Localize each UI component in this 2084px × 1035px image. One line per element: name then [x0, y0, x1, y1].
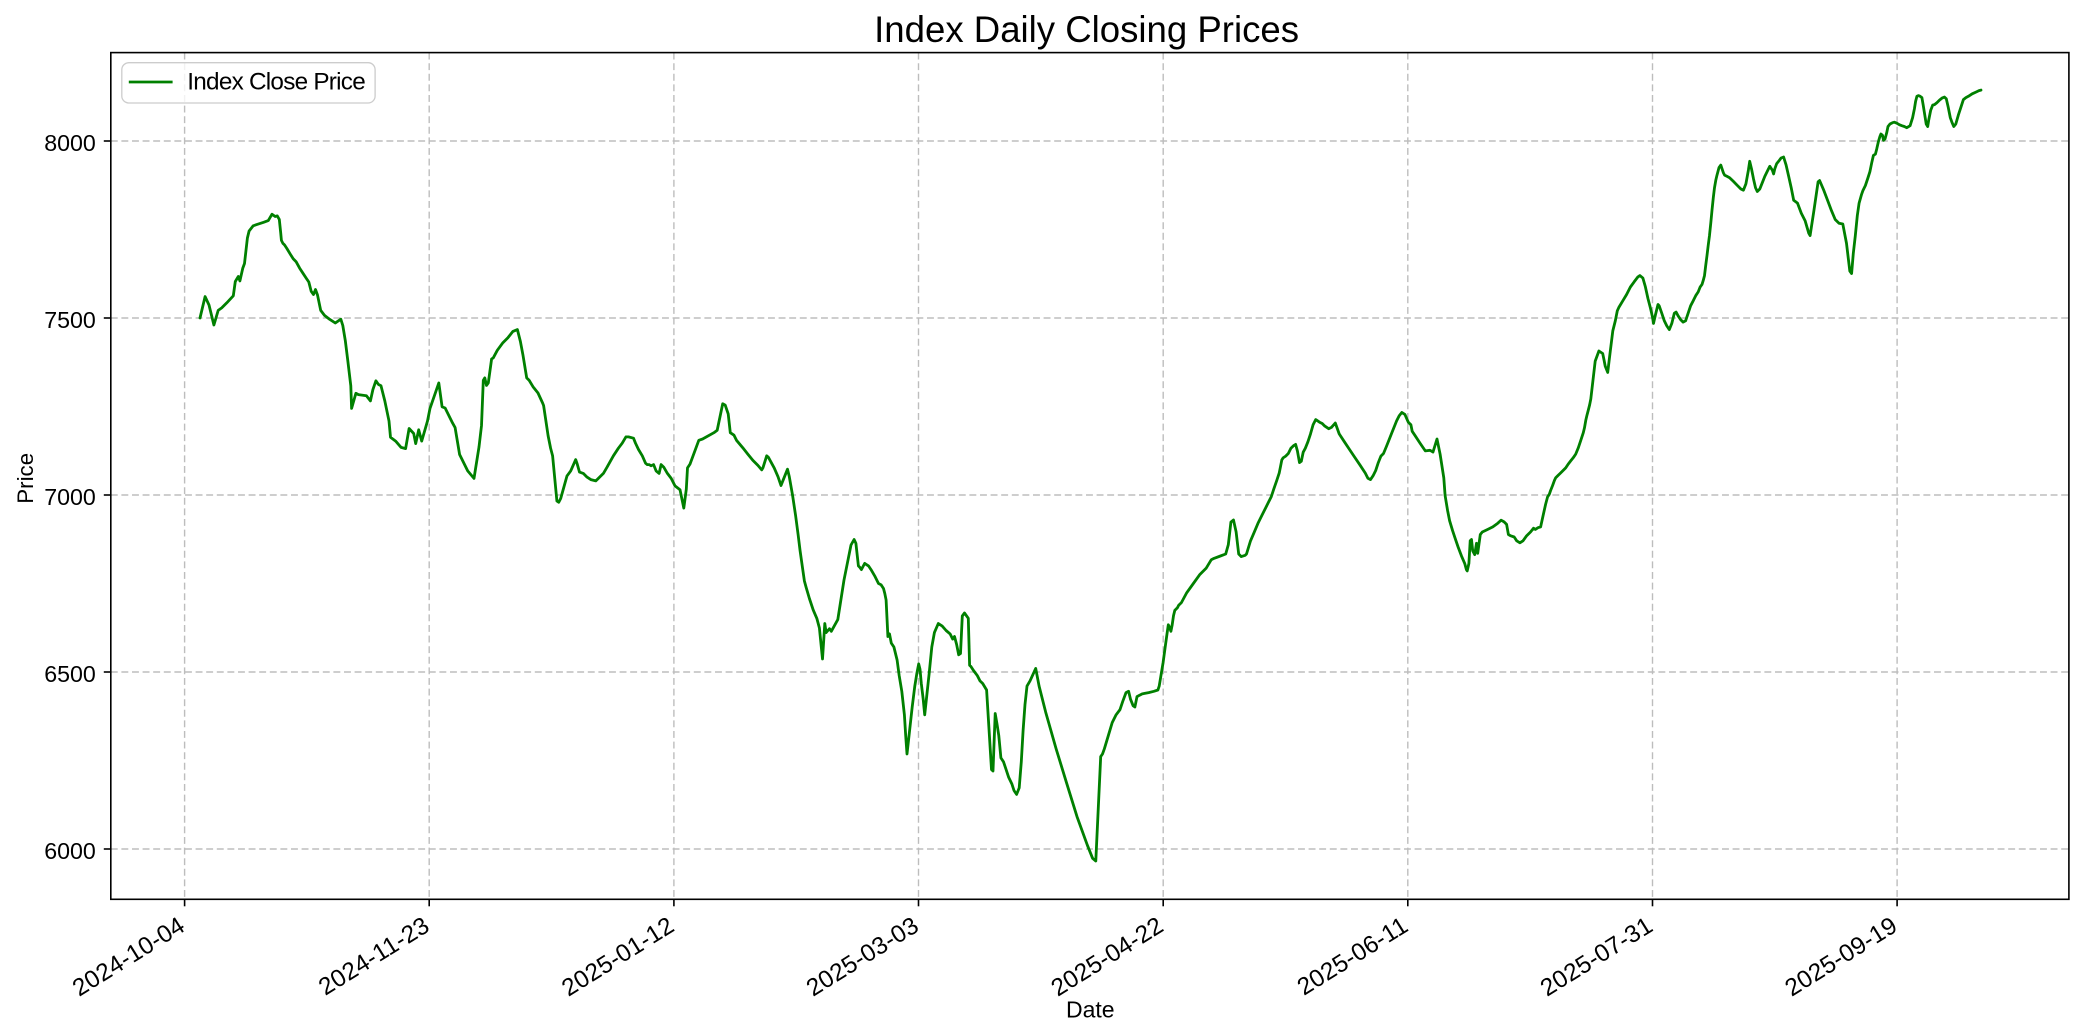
svg-text:Index Close Price: Index Close Price: [187, 68, 365, 95]
svg-text:2025-01-12: 2025-01-12: [557, 912, 679, 1002]
svg-text:2025-06-11: 2025-06-11: [1293, 912, 1413, 1001]
svg-text:2025-03-03: 2025-03-03: [802, 912, 924, 1002]
svg-text:2024-10-04: 2024-10-04: [68, 912, 190, 1002]
svg-text:6500: 6500: [44, 661, 96, 687]
svg-text:2025-04-22: 2025-04-22: [1047, 912, 1169, 1002]
svg-text:Price: Price: [13, 453, 38, 504]
svg-text:2025-07-31: 2025-07-31: [1536, 912, 1658, 1002]
svg-text:Date: Date: [1066, 996, 1115, 1022]
svg-text:7500: 7500: [44, 307, 96, 333]
svg-text:2024-11-23: 2024-11-23: [314, 912, 434, 1001]
svg-text:6000: 6000: [44, 838, 96, 864]
svg-text:Index Daily Closing Prices: Index Daily Closing Prices: [874, 9, 1299, 50]
svg-text:8000: 8000: [44, 130, 96, 156]
svg-text:7000: 7000: [44, 484, 96, 510]
svg-text:2025-09-19: 2025-09-19: [1780, 912, 1902, 1002]
